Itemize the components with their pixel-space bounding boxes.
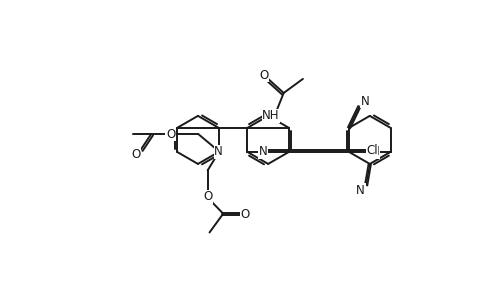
Text: N: N	[361, 95, 369, 108]
Text: O: O	[241, 208, 250, 221]
Text: NH: NH	[262, 109, 280, 122]
Text: N: N	[356, 184, 365, 197]
Text: N: N	[258, 145, 267, 158]
Text: Cl: Cl	[366, 144, 377, 157]
Text: O: O	[259, 69, 268, 82]
Text: N: N	[371, 145, 379, 158]
Text: N: N	[214, 145, 223, 158]
Text: O: O	[203, 190, 212, 204]
Text: O: O	[131, 148, 140, 161]
Text: O: O	[166, 128, 175, 141]
